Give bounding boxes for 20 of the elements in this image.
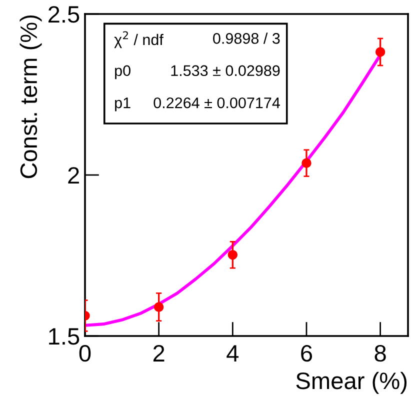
point [228, 250, 238, 260]
annotation: χ$^{2}$ / ndf [114, 31, 164, 48]
annotation: p1 [115, 98, 130, 112]
annotation: 0.9898 / 3 [213, 32, 280, 44]
y-tick-label: 1.5 [49, 328, 80, 345]
point [375, 47, 386, 57]
y-axis-title: Const. term (%) [20, 15, 42, 178]
x-tick-label: 6 [301, 344, 312, 362]
x-tick-label: 8 [374, 344, 386, 362]
x-tick-label: 0 [79, 344, 91, 362]
y-tick-label: 2.5 [48, 6, 80, 23]
annotation: p0 [115, 65, 130, 80]
point [154, 302, 164, 312]
y-tick-label: 2 [68, 167, 79, 184]
x-axis-title: Smear (%) [296, 372, 407, 394]
annotation: 1.533 ± 0.02989 [171, 65, 280, 76]
x-tick-label: 2 [153, 344, 164, 362]
x-tick-label: 4 [226, 345, 239, 362]
annotation: 0.2264 ± 0.007174 [154, 97, 280, 108]
point [302, 158, 312, 168]
